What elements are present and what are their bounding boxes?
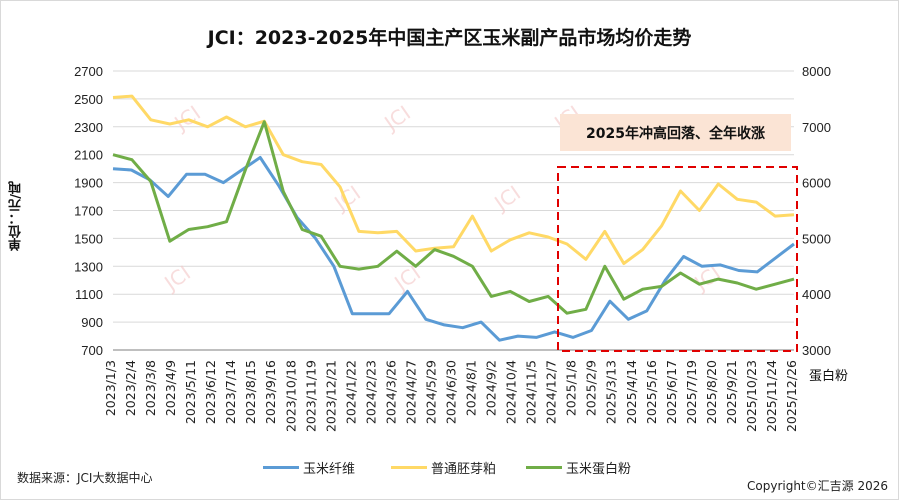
y-tick-label: 1300 xyxy=(74,259,103,274)
x-tick-label: 2023/9/16 xyxy=(263,360,278,424)
x-tick-label: 2025/3/13 xyxy=(604,360,619,424)
x-tick-label: 2023/11/19 xyxy=(303,360,318,432)
y2-tick-label: 7000 xyxy=(802,120,831,135)
legend-item-fiber: 玉米纤维 xyxy=(263,458,355,477)
x-tick-label: 2024/9/2 xyxy=(484,360,499,416)
y2-tick-label: 6000 xyxy=(802,176,831,191)
y-tick-label: 900 xyxy=(81,315,103,330)
x-tick-label: 2025/1/8 xyxy=(564,360,579,416)
x-tick-label: 2024/2/23 xyxy=(363,360,378,424)
x-tick-label: 2025/8/20 xyxy=(704,360,719,424)
x-tick-label: 2025/10/23 xyxy=(744,360,759,432)
x-tick-label: 2023/3/8 xyxy=(143,360,158,416)
legend-swatch xyxy=(526,466,562,469)
series-line-玉米纤维 xyxy=(112,156,795,342)
watermark: JCI xyxy=(378,101,415,137)
x-tick-label: 2023/8/15 xyxy=(243,360,258,424)
series-line-普通胚芽粕 xyxy=(112,94,795,265)
x-tick-label: 2025/9/21 xyxy=(724,360,739,424)
x-tick-label: 2023/1/3 xyxy=(103,360,118,416)
series-line-玉米蛋白粉 xyxy=(112,120,795,315)
y-tick-label: 1700 xyxy=(74,204,103,219)
x-tick-label: 2024/4/27 xyxy=(403,360,418,424)
legend-item-germ: 普通胚芽粕 xyxy=(391,458,496,477)
legend-label: 玉米蛋白粉 xyxy=(566,462,632,477)
copyright: Copyright©汇吉源 2026 xyxy=(747,479,888,493)
x-tick-label: 2025/4/14 xyxy=(624,360,639,424)
watermark: JCI xyxy=(168,101,205,137)
y-tick-label: 2500 xyxy=(74,92,103,107)
y2-tick-label: 8000 xyxy=(802,64,831,79)
y-tick-label: 1100 xyxy=(75,287,103,302)
x-tick-label: 2024/8/1 xyxy=(464,360,479,416)
legend-swatch xyxy=(391,466,427,469)
x-tick-label: 2024/6/30 xyxy=(444,360,459,424)
chart-title: JCI：2023-2025年中国主产区玉米副产品市场均价走势 xyxy=(207,27,692,49)
x-tick-label: 2023/6/12 xyxy=(203,360,218,424)
x-tick-label: 2023/7/14 xyxy=(223,360,238,424)
annotation-box: 2025年冲高回落、全年收涨 xyxy=(560,114,791,151)
x-tick-label: 2024/5/29 xyxy=(423,360,438,424)
x-tick-label: 2023/4/9 xyxy=(163,360,178,416)
data-source: 数据来源：JCI大数据中心 xyxy=(17,471,153,485)
x-tick-label: 2025/12/26 xyxy=(784,360,799,432)
y-tick-label: 2300 xyxy=(74,120,103,135)
y-tick-label: 1900 xyxy=(74,176,103,191)
x-tick-label: 2023/10/18 xyxy=(283,360,298,432)
x-tick-label: 2024/3/26 xyxy=(383,360,398,424)
y-tick-label: 2700 xyxy=(74,64,103,79)
x-tick-label: 2023/12/21 xyxy=(323,360,338,432)
x-tick-label: 2025/7/19 xyxy=(684,360,699,424)
legend-item-protein: 玉米蛋白粉 xyxy=(526,458,631,477)
x-tick-label: 2025/11/24 xyxy=(764,360,779,432)
legend-label: 玉米纤维 xyxy=(303,462,356,477)
x-tick-label: 2024/1/22 xyxy=(343,360,358,424)
x-tick-label: 2024/10/4 xyxy=(504,360,519,424)
y-tick-label: 2100 xyxy=(74,148,103,163)
y2-tick-label: 3000 xyxy=(802,343,831,358)
x-tick-label: 2024/12/7 xyxy=(544,360,559,424)
y-tick-label: 1500 xyxy=(74,231,103,246)
highlight-box xyxy=(557,166,798,352)
x-tick-label: 2023/2/4 xyxy=(123,360,138,416)
y2-tick-label: 5000 xyxy=(802,231,831,246)
x-tick-label: 2025/6/17 xyxy=(664,360,679,424)
y2-axis-label: 蛋白粉 xyxy=(809,369,849,384)
legend-label: 普通胚芽粕 xyxy=(431,462,497,477)
legend-swatch xyxy=(263,466,299,469)
x-tick-label: 2025/2/9 xyxy=(584,360,599,416)
x-tick-label: 2025/5/16 xyxy=(644,360,659,424)
x-tick-label: 2023/5/11 xyxy=(183,360,198,424)
y2-tick-label: 4000 xyxy=(802,287,831,302)
y-tick-label: 700 xyxy=(81,343,103,358)
x-tick-label: 2024/11/5 xyxy=(524,360,539,424)
